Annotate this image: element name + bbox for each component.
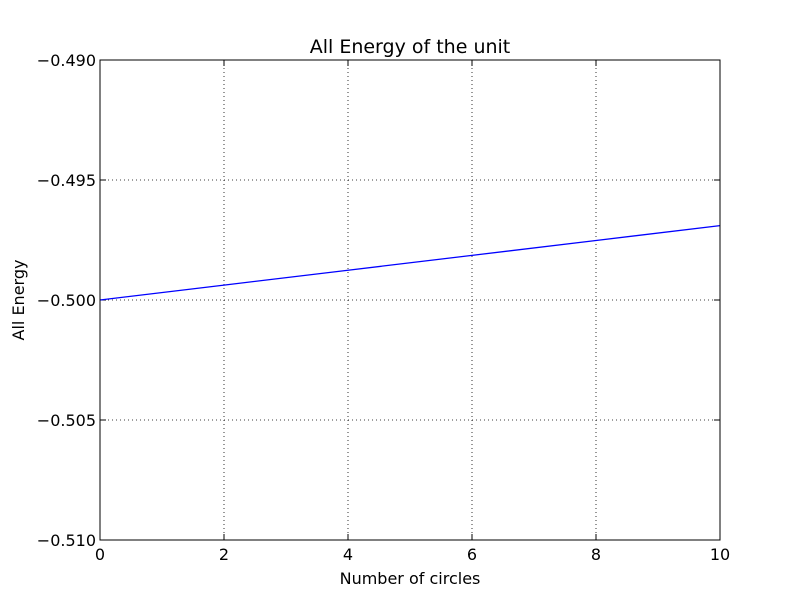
x-tick-label: 4 (343, 545, 353, 564)
y-tick-label: −0.505 (37, 411, 96, 430)
chart-title: All Energy of the unit (310, 36, 511, 58)
x-tick-label: 0 (95, 545, 105, 564)
x-tick-label: 6 (467, 545, 477, 564)
y-tick-labels: −0.510 −0.505 −0.500 −0.495 −0.490 (37, 51, 96, 550)
y-tick-label: −0.495 (37, 171, 96, 190)
x-tick-labels: 0 2 4 6 8 10 (95, 545, 730, 564)
grid-lines (100, 60, 720, 540)
y-axis-label: All Energy (9, 260, 28, 341)
y-tick-label: −0.500 (37, 291, 96, 310)
series-line-0 (99, 224, 721, 301)
plot-area-frame (99, 59, 721, 541)
y-tick-label: −0.510 (37, 531, 96, 550)
y-tick-label: −0.490 (37, 51, 96, 70)
x-tick-label: 2 (219, 545, 229, 564)
series-layer (99, 224, 721, 301)
x-tick-label: 8 (591, 545, 601, 564)
x-axis-label: Number of circles (340, 569, 481, 588)
x-tick-label: 10 (710, 545, 730, 564)
